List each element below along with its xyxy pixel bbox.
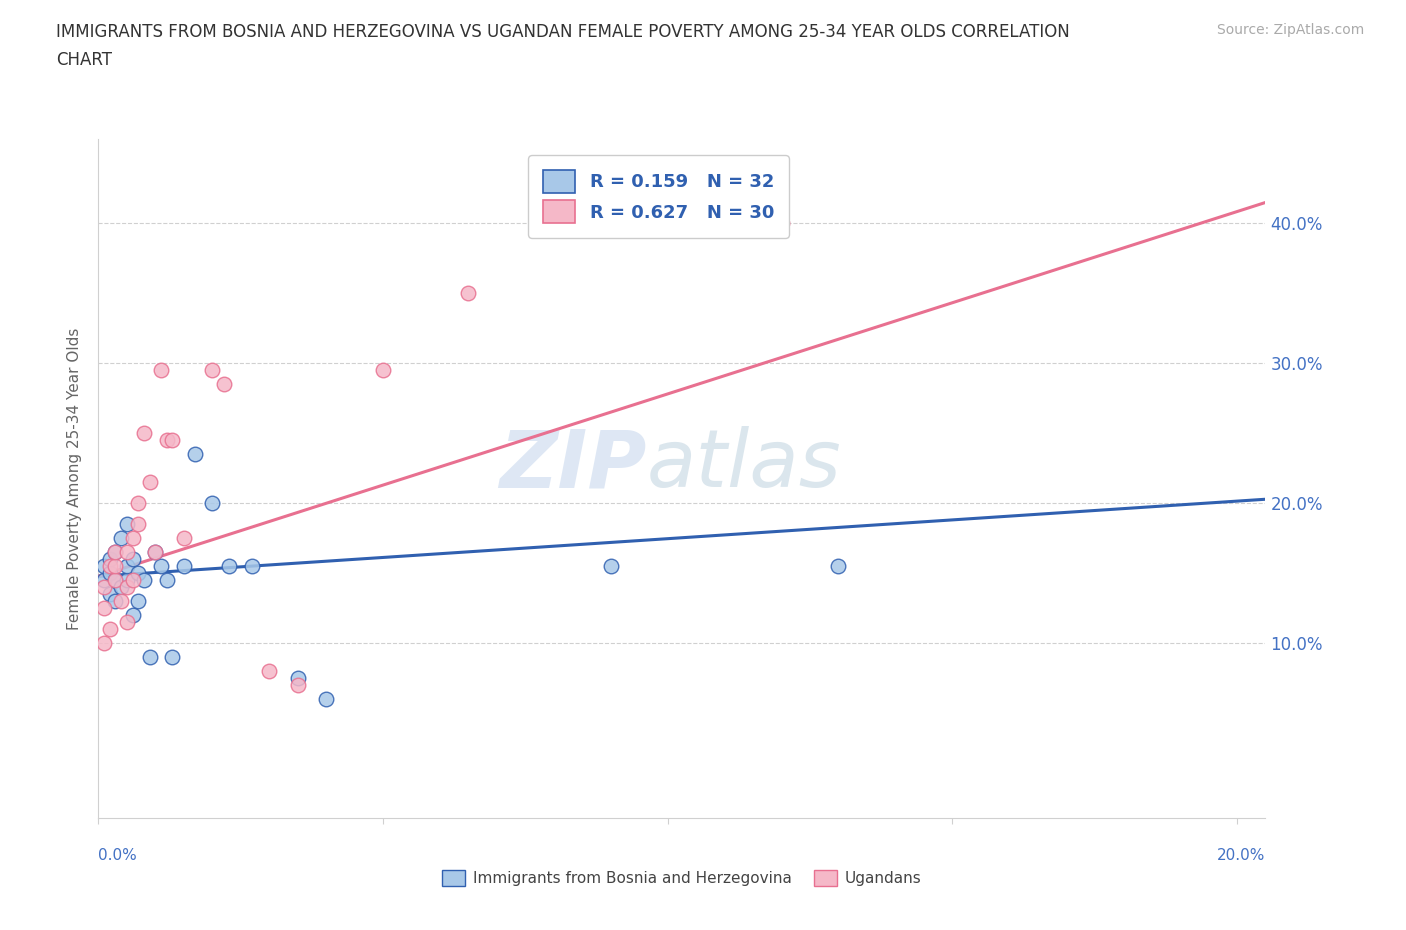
Point (93, 559, 115, 574)
Point (315, 692, 337, 707)
Y-axis label: Female Poverty Among 25-34 Year Olds: Female Poverty Among 25-34 Year Olds (67, 327, 83, 631)
Point (143, 545, 166, 560)
Point (138, 650, 160, 665)
Point (98, 559, 121, 574)
Point (127, 517, 149, 532)
Point (770, 216, 793, 231)
Point (184, 447, 207, 462)
Point (104, 573, 127, 588)
Point (143, 545, 166, 560)
Point (173, 531, 195, 546)
Point (93, 601, 115, 616)
Point (115, 615, 138, 630)
Point (827, 559, 849, 574)
Point (115, 573, 138, 588)
Point (104, 545, 127, 560)
Point (110, 580, 132, 595)
Point (127, 496, 149, 511)
Point (127, 566, 149, 581)
Point (457, 286, 479, 301)
Point (212, 377, 235, 392)
Point (201, 496, 224, 511)
Point (287, 678, 309, 693)
Point (138, 475, 160, 490)
Point (257, 664, 280, 679)
Point (121, 573, 143, 588)
Point (115, 545, 138, 560)
Point (218, 559, 240, 574)
Text: 0.0%: 0.0% (98, 848, 138, 863)
Point (110, 594, 132, 609)
Text: CHART: CHART (56, 51, 112, 69)
Point (115, 517, 138, 532)
Point (162, 650, 184, 665)
Point (93, 580, 115, 595)
Point (173, 559, 195, 574)
Point (599, 559, 621, 574)
Point (98, 552, 121, 567)
Point (121, 608, 143, 623)
Point (201, 363, 224, 378)
Point (110, 531, 132, 546)
Point (127, 594, 149, 609)
Point (98, 587, 121, 602)
Point (93, 636, 115, 651)
Point (98, 622, 121, 637)
Point (150, 559, 173, 574)
Point (156, 573, 179, 588)
Text: atlas: atlas (647, 426, 842, 504)
Point (93, 573, 115, 588)
Text: ZIP: ZIP (499, 426, 647, 504)
Point (132, 573, 155, 588)
Legend: Immigrants from Bosnia and Herzegovina, Ugandans: Immigrants from Bosnia and Herzegovina, … (436, 864, 928, 892)
Point (156, 433, 179, 448)
Text: 20.0%: 20.0% (1218, 848, 1265, 863)
Point (104, 573, 127, 588)
Point (104, 594, 127, 609)
Point (371, 363, 394, 378)
Point (162, 433, 184, 448)
Point (104, 545, 127, 560)
Point (115, 580, 138, 595)
Point (287, 671, 309, 685)
Point (240, 559, 263, 574)
Text: Source: ZipAtlas.com: Source: ZipAtlas.com (1216, 23, 1364, 37)
Point (150, 363, 173, 378)
Point (98, 566, 121, 581)
Text: IMMIGRANTS FROM BOSNIA AND HERZEGOVINA VS UGANDAN FEMALE POVERTY AMONG 25-34 YEA: IMMIGRANTS FROM BOSNIA AND HERZEGOVINA V… (56, 23, 1070, 41)
Point (121, 531, 143, 546)
Point (115, 559, 138, 574)
Point (132, 426, 155, 441)
Point (121, 552, 143, 567)
Point (104, 559, 127, 574)
